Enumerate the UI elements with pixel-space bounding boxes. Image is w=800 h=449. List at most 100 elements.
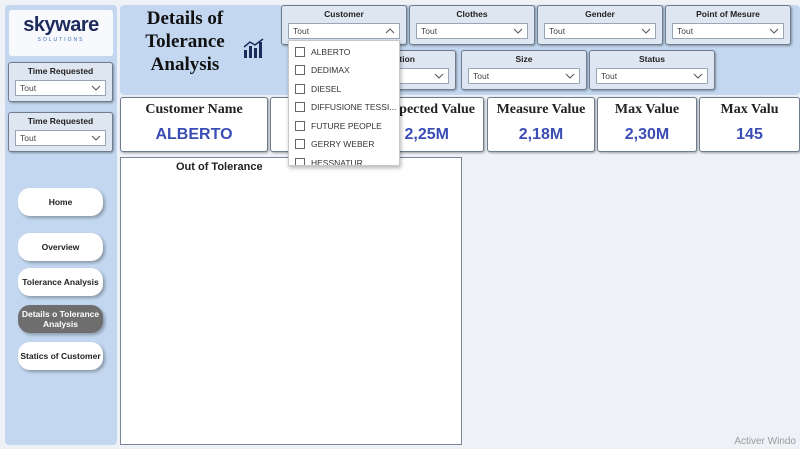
option-label[interactable]: DIFFUSIONE TESSI...: [311, 102, 397, 112]
filter-value: Tout: [549, 26, 566, 36]
chart-icon: [243, 38, 264, 58]
chevron: [385, 28, 395, 34]
card-label: pected Value: [399, 102, 475, 117]
checkbox[interactable]: [295, 120, 305, 131]
filter-select[interactable]: Tout: [672, 23, 784, 39]
chevron: [513, 28, 523, 34]
filter-label: Size: [515, 54, 533, 64]
dropdown-option[interactable]: DIESEL: [295, 81, 399, 96]
filter-label: Gender: [585, 9, 615, 19]
filter[interactable]: Gender Tout: [537, 5, 663, 45]
nav-button[interactable]: Tolerance Analysis: [18, 268, 103, 296]
chevron: [769, 28, 779, 34]
dropdown-option[interactable]: ALBERTO: [295, 44, 399, 59]
filter-value: Tout: [20, 133, 37, 143]
filter-value: Tout: [601, 71, 618, 81]
filter[interactable]: Size Tout: [461, 50, 587, 90]
card-value: 2,30M: [624, 126, 670, 143]
checkbox[interactable]: [295, 65, 305, 75]
filter-label: Status: [639, 54, 665, 64]
option-label[interactable]: FUTURE PEOPLE: [311, 120, 382, 131]
dropdown-option[interactable]: HESSNATUR: [295, 155, 399, 166]
kpi-card: Measure Value 2,18M: [487, 97, 595, 152]
filter-select[interactable]: Tout: [15, 130, 106, 146]
watermark: Activer Windo: [734, 436, 796, 447]
checkbox[interactable]: [295, 46, 305, 57]
chevron: [693, 73, 703, 79]
card-value: 2,25M: [404, 126, 449, 143]
chevron-line: [769, 28, 779, 34]
chevron-line: [693, 73, 703, 79]
filter-label: Point of Mesure: [696, 9, 760, 19]
option-label[interactable]: GERRY WEBER: [311, 139, 375, 149]
option-label[interactable]: DIESEL: [311, 83, 342, 94]
filter-label: Clothes: [456, 9, 488, 19]
checkbox[interactable]: [295, 83, 305, 94]
logo-tagline: SOLUTIONS: [37, 37, 85, 43]
filter-label: Time Requested: [27, 66, 94, 76]
filter-select[interactable]: Tout: [416, 23, 528, 39]
card-label: Max Valu: [720, 102, 779, 117]
filter[interactable]: Point of Mesure Tout: [665, 5, 791, 45]
filter[interactable]: Clothes Tout: [409, 5, 535, 45]
chevron: [434, 73, 444, 79]
filter-value: Tout: [473, 71, 490, 81]
checkbox[interactable]: [295, 102, 305, 112]
nav-button[interactable]: Home: [18, 188, 103, 216]
logo-brand: skyware: [23, 14, 99, 36]
card-value: 2,18M: [518, 126, 564, 143]
filter-value: Tout: [293, 26, 310, 36]
card-label: Max Value: [614, 102, 680, 117]
filter-label: tion: [399, 54, 415, 64]
filter-select[interactable]: Tout: [15, 80, 106, 96]
filter[interactable]: Time Requested Tout: [8, 62, 113, 102]
filter-select[interactable]: Tout: [468, 68, 580, 84]
kpi-card: Customer Name ALBERTO: [120, 97, 268, 152]
chevron-line: [91, 85, 101, 91]
card-value: 145: [736, 126, 763, 143]
chevron-line: [565, 73, 575, 79]
filter[interactable]: Status Tout: [589, 50, 715, 90]
filter[interactable]: Customer Tout: [281, 5, 407, 45]
filter-label: Time Requested: [27, 116, 94, 126]
chevron-line: [91, 135, 101, 141]
chevron: [641, 28, 651, 34]
checkbox[interactable]: [295, 139, 305, 149]
dropdown-option[interactable]: DIFFUSIONE TESSI...: [295, 100, 399, 115]
chevron: [91, 85, 101, 91]
filter[interactable]: Time Requested Tout: [8, 112, 113, 152]
chevron-line: [385, 28, 395, 34]
option-label[interactable]: ALBERTO: [311, 46, 351, 57]
nav-button[interactable]: Details o Tolerance Analysis: [18, 305, 103, 333]
card-label: Measure Value: [496, 102, 586, 117]
chevron: [565, 73, 575, 79]
dropdown-option[interactable]: GERRY WEBER: [295, 137, 399, 152]
logo-box: [9, 10, 113, 56]
option-label[interactable]: DEDIMAX: [311, 65, 350, 75]
chevron: [91, 135, 101, 141]
chevron-line: [641, 28, 651, 34]
filter-value: Tout: [20, 83, 37, 93]
card-value: ALBERTO: [155, 126, 233, 143]
dropdown-option[interactable]: DEDIMAX: [295, 63, 399, 78]
chevron-line: [434, 73, 444, 79]
dropdown-option[interactable]: FUTURE PEOPLE: [295, 118, 399, 133]
chart: [121, 158, 461, 444]
filter-select[interactable]: Tout: [288, 23, 400, 39]
dropdown-list[interactable]: ALBERTO DEDIMAX DIESEL DIFFUSIONE TESSI... F…: [288, 40, 400, 166]
filter-select[interactable]: Tout: [596, 68, 708, 84]
filter-select[interactable]: Tout: [544, 23, 656, 39]
filter-label: Customer: [324, 9, 364, 19]
chart-title: Out of Tolerance: [176, 161, 263, 173]
option-label[interactable]: HESSNATUR: [311, 157, 363, 166]
nav-button[interactable]: Overview: [18, 233, 103, 261]
kpi-card: Max Value 2,30M: [597, 97, 697, 152]
page-title: Details of Tolerance Analysis: [145, 8, 225, 75]
kpi-card: Max Valu 145: [699, 97, 800, 152]
nav-button[interactable]: Statics of Customer: [18, 342, 103, 370]
chevron-line: [513, 28, 523, 34]
checkbox[interactable]: [295, 157, 305, 165]
card-label: Customer Name: [145, 102, 243, 117]
filter-value: Tout: [421, 26, 438, 36]
